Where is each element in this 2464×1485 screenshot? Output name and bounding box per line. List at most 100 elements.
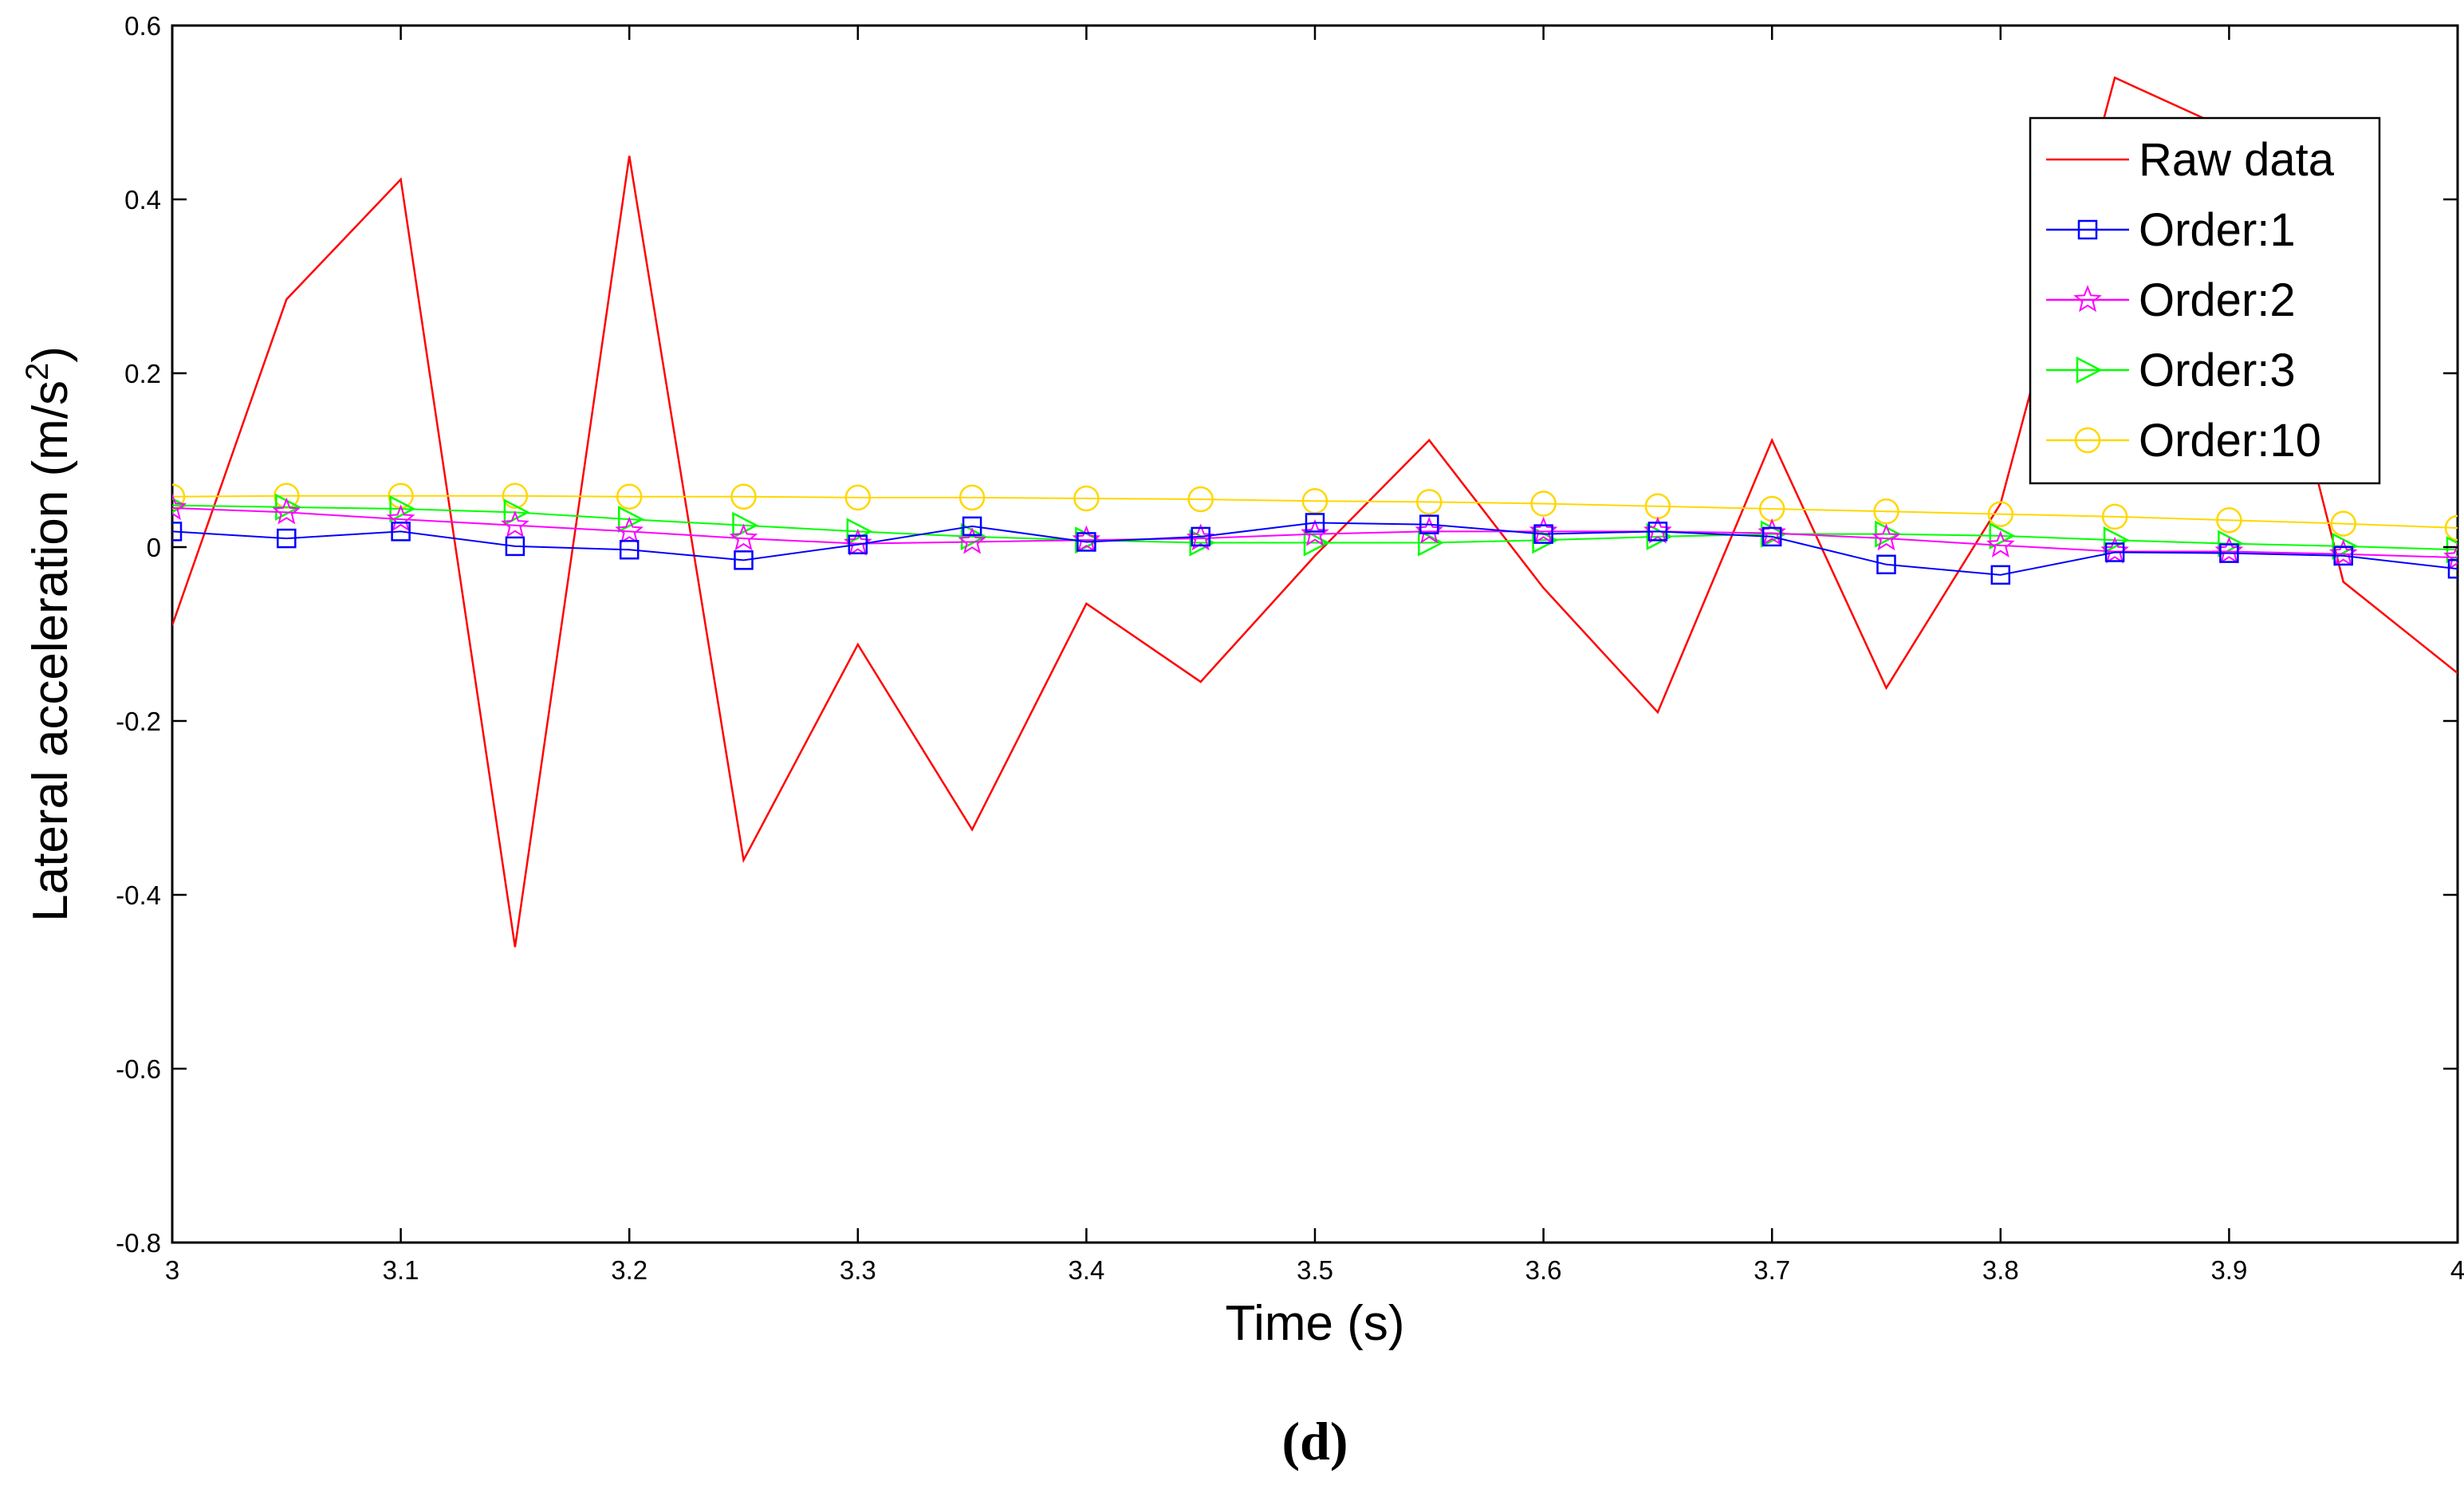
data-point-order-3: [1303, 529, 1330, 557]
data-point-order-10: [1073, 485, 1100, 512]
data-point-order-2: [386, 504, 415, 532]
x-axis-title: Time (s): [1226, 1296, 1405, 1351]
data-point-order-2: [729, 523, 758, 551]
data-point-order-10: [2101, 503, 2128, 530]
data-point-order-2: [1986, 530, 2015, 557]
x-tick-label: 3: [165, 1255, 179, 1285]
x-tick-label: 3.8: [1982, 1255, 2019, 1285]
data-point-order-3: [2332, 532, 2359, 560]
data-point-order-3: [389, 494, 416, 523]
data-point-order-2: [958, 526, 986, 554]
legend-label-order-10: Order:10: [2139, 415, 2321, 467]
data-point-order-3: [1418, 529, 1445, 557]
data-point-order-3: [2218, 530, 2245, 557]
data-point-order-1: [2219, 543, 2239, 563]
x-tick-label: 4: [2450, 1255, 2464, 1285]
data-point-order-2: [172, 493, 187, 521]
data-point-order-1: [1533, 524, 1553, 544]
data-point-order-1: [172, 522, 183, 542]
y-tick-label: -0.4: [116, 880, 161, 910]
legend-label-order-3: Order:3: [2139, 345, 2296, 396]
legend-marker-order-2: [2073, 285, 2102, 313]
data-point-order-1: [1419, 514, 1439, 534]
data-point-order-2: [615, 516, 644, 544]
y-tick-label: 0.6: [124, 11, 161, 41]
legend-label-order-2: Order:2: [2139, 274, 2296, 326]
legend-marker-order-10: [2074, 427, 2101, 454]
data-point-order-3: [503, 498, 530, 526]
series-order-3: [172, 493, 2458, 564]
data-point-order-10: [2444, 514, 2458, 542]
data-point-order-10: [172, 483, 186, 510]
x-tick-label: 3.2: [611, 1255, 647, 1285]
data-point-order-1: [2104, 542, 2125, 562]
y-tick-label: 0.4: [124, 185, 161, 215]
x-tick-label: 3.1: [383, 1255, 419, 1285]
data-point-order-10: [2216, 506, 2242, 534]
data-point-order-10: [1416, 489, 1443, 515]
data-point-order-10: [1873, 498, 1899, 525]
y-tick-label: -0.8: [116, 1228, 161, 1258]
series-line-order-2: [172, 506, 2458, 559]
y-tick-label: -0.6: [116, 1054, 161, 1084]
data-point-order-1: [962, 516, 982, 537]
legend: Raw data Order:1 Order:2 Order:3 Order:10: [2029, 116, 2381, 485]
data-point-order-1: [391, 522, 411, 542]
data-point-order-3: [732, 511, 759, 539]
data-point-order-1: [1761, 526, 1782, 547]
legend-marker-order-1: [2077, 219, 2098, 240]
data-point-order-1: [1990, 565, 2011, 585]
data-point-order-3: [2446, 536, 2458, 564]
data-point-order-3: [1989, 522, 2016, 549]
data-point-order-1: [2333, 546, 2353, 566]
data-point-order-1: [1191, 526, 1210, 547]
data-point-order-1: [277, 528, 297, 549]
series-line-order-3: [172, 504, 2458, 551]
data-point-order-1: [1876, 554, 1896, 575]
y-axis-title-close: ): [23, 346, 78, 363]
y-tick-label: 0: [147, 533, 161, 562]
legend-label-order-1: Order:1: [2139, 204, 2296, 256]
data-point-order-3: [2103, 526, 2130, 554]
y-axis-title-sup: 2: [20, 363, 55, 380]
data-point-order-10: [958, 484, 986, 511]
y-axis-title-main: Lateral acceleration (m/s: [23, 380, 78, 922]
axes-layer: 3 3.1 3.2 3.3 3.4 3.5 3.6 3.7 3.8 3.9 4 -0.8 -0.6 -0.…: [116, 11, 2464, 1285]
data-point-order-1: [2447, 559, 2458, 579]
x-tick-label: 3.6: [1525, 1255, 1562, 1285]
data-point-order-10: [1987, 501, 2014, 527]
data-point-order-10: [616, 483, 643, 510]
y-axis-title: Lateral acceleration (m/s2): [20, 346, 78, 922]
x-tick-label: 3.5: [1297, 1255, 1333, 1285]
legend-label-raw-data: Raw data: [2139, 134, 2335, 186]
x-tick-label: 3.3: [840, 1255, 876, 1285]
data-point-order-1: [1305, 513, 1325, 533]
data-point-order-10: [502, 483, 529, 509]
data-point-order-3: [617, 506, 644, 534]
x-tick-label: 3.7: [1754, 1255, 1790, 1285]
data-point-order-2: [2443, 542, 2458, 570]
data-point-order-3: [846, 518, 873, 546]
data-point-order-2: [1872, 523, 1901, 551]
data-point-order-10: [2330, 510, 2356, 537]
series-order-1: [172, 513, 2458, 585]
data-point-order-10: [730, 483, 757, 510]
data-point-order-1: [619, 540, 640, 560]
data-point-order-2: [501, 510, 529, 538]
data-point-order-10: [844, 484, 872, 511]
series-line-order-10: [172, 494, 2458, 530]
y-tick-label: -0.2: [116, 707, 161, 736]
data-point-order-1: [1077, 532, 1096, 552]
series-line-order-1: [172, 522, 2458, 576]
data-point-order-2: [272, 497, 301, 525]
x-tick-label: 3.4: [1068, 1255, 1104, 1285]
legend-marker-order-3: [2076, 356, 2103, 384]
data-point-order-1: [734, 550, 754, 570]
y-tick-label: 0.2: [124, 359, 161, 388]
data-point-order-1: [848, 534, 868, 554]
panel-label: (d): [1281, 1411, 1348, 1471]
series-order-10: [172, 483, 2458, 542]
data-point-order-10: [1187, 486, 1214, 513]
data-point-order-10: [1530, 490, 1557, 517]
